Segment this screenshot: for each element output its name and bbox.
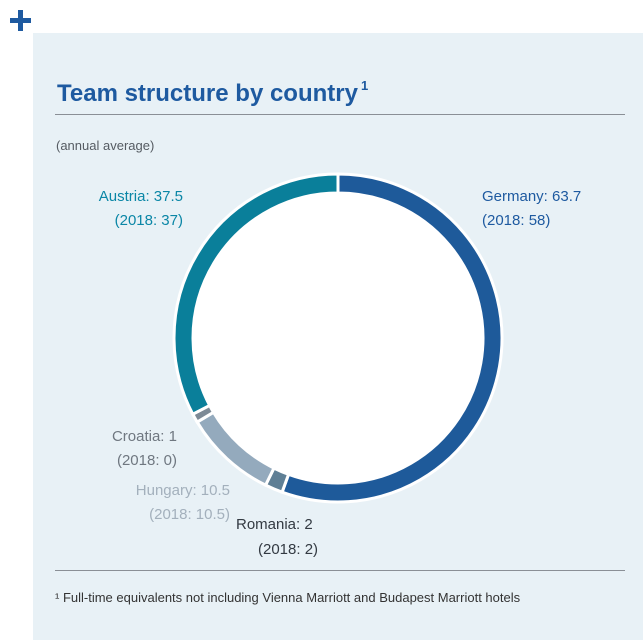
label-germany-2018: (2018: 58) <box>482 212 550 229</box>
label-germany: Germany: 63.7 <box>482 188 581 205</box>
footnote-divider <box>55 570 625 571</box>
label-croatia: Croatia: 1 <box>112 428 177 445</box>
label-hungary: Hungary: 10.5 <box>136 482 230 499</box>
label-austria-2018: (2018: 37) <box>115 212 183 229</box>
title-footnote-mark: 1 <box>360 78 369 93</box>
footnote: ¹ Full-time equivalents not including Vi… <box>55 590 521 605</box>
donut-hole <box>194 194 482 482</box>
label-austria: Austria: 37.5 <box>99 188 183 205</box>
title-divider <box>55 114 625 115</box>
slice-austria <box>172 172 340 417</box>
label-hungary-2018: (2018: 10.5) <box>149 506 230 523</box>
chart-subtitle: (annual average) <box>56 138 155 153</box>
label-romania-2018: (2018: 2) <box>258 541 318 558</box>
chart-title: Team structure by country 1 <box>57 78 369 107</box>
plus-icon <box>10 10 31 31</box>
label-croatia-2018: (2018: 0) <box>117 452 177 469</box>
label-romania: Romania: 2 <box>236 516 313 533</box>
